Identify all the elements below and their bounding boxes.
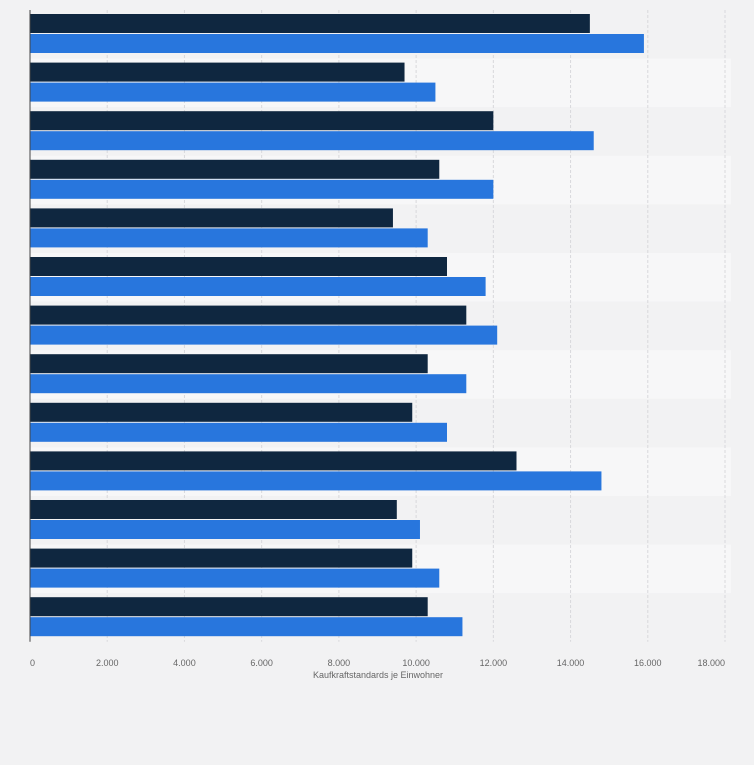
bars [30, 14, 644, 637]
bar [30, 82, 436, 102]
bar [30, 208, 393, 228]
x-tick-label: 2.000 [96, 658, 119, 668]
bar [30, 548, 413, 568]
bar [30, 62, 405, 82]
bar [30, 305, 467, 325]
x-tick-label: 12.000 [480, 658, 508, 668]
x-tick-label: 4.000 [173, 658, 196, 668]
bar [30, 354, 428, 374]
bar [30, 451, 517, 471]
bar [30, 422, 447, 442]
bar [30, 471, 602, 491]
bar [30, 520, 420, 539]
bar [30, 14, 590, 33]
bar [30, 568, 440, 588]
bar [30, 179, 494, 199]
x-tick-label: 18.000 [697, 658, 725, 668]
x-tick-label: 14.000 [557, 658, 585, 668]
bar [30, 34, 644, 53]
x-tick-label: 6.000 [250, 658, 273, 668]
bar [30, 131, 594, 151]
bar [30, 111, 494, 131]
bar [30, 597, 428, 617]
bar [30, 500, 397, 519]
x-tick-labels: 0 2.000 4.000 6.000 8.000 10.000 12.000 14.000 1… [30, 658, 725, 668]
x-axis-label: Kaufkraftstandards je Einwohner [313, 670, 443, 680]
bar [30, 257, 447, 276]
x-tick-label: 0 [30, 658, 35, 668]
bar [30, 617, 463, 637]
bar [30, 277, 486, 296]
bar [30, 374, 467, 394]
x-tick-label: 8.000 [328, 658, 351, 668]
x-tick-label: 10.000 [402, 658, 430, 668]
bar [30, 325, 498, 345]
x-tick-label: 16.000 [634, 658, 662, 668]
bar [30, 159, 440, 179]
bar [30, 402, 413, 422]
bar [30, 228, 428, 248]
